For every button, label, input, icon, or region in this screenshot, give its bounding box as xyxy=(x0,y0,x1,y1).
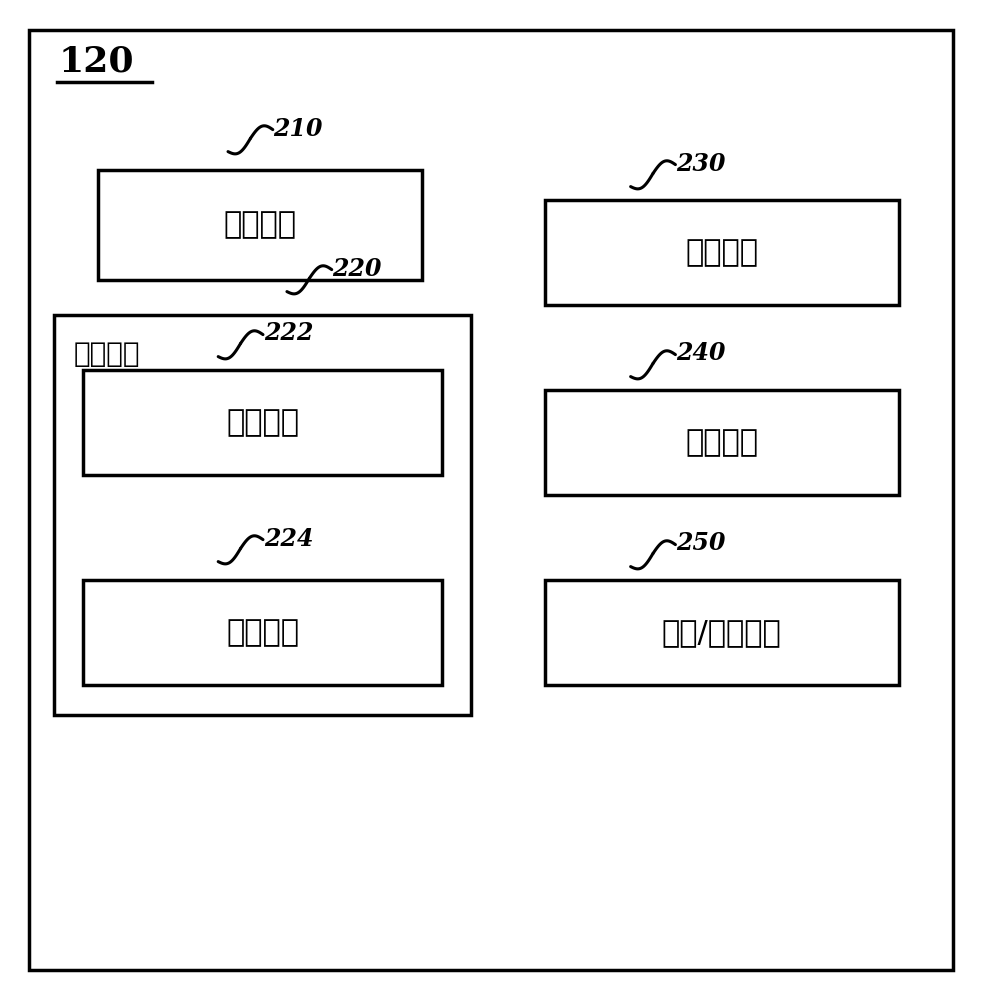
Bar xyxy=(83,370,442,475)
Bar xyxy=(545,390,899,495)
Bar xyxy=(98,170,422,280)
Text: 计算单元: 计算单元 xyxy=(226,408,300,437)
Text: 处理模块: 处理模块 xyxy=(74,340,140,368)
Text: 控制模块: 控制模块 xyxy=(685,238,758,267)
Text: 210: 210 xyxy=(274,117,323,141)
Bar xyxy=(54,315,471,715)
Bar xyxy=(545,580,899,685)
Text: 存储模块: 存储模块 xyxy=(685,428,758,457)
Text: 224: 224 xyxy=(264,526,313,550)
Text: 230: 230 xyxy=(677,152,726,176)
Text: 240: 240 xyxy=(677,342,726,365)
Text: 250: 250 xyxy=(677,532,726,556)
Text: 120: 120 xyxy=(59,45,135,79)
Bar xyxy=(83,580,442,685)
Text: 222: 222 xyxy=(264,322,313,346)
Text: 输入/输出模块: 输入/输出模块 xyxy=(662,618,782,647)
Bar xyxy=(545,200,899,305)
Text: 220: 220 xyxy=(333,257,382,281)
Text: 定位单元: 定位单元 xyxy=(226,618,300,647)
Text: 获取模块: 获取模块 xyxy=(224,211,297,239)
